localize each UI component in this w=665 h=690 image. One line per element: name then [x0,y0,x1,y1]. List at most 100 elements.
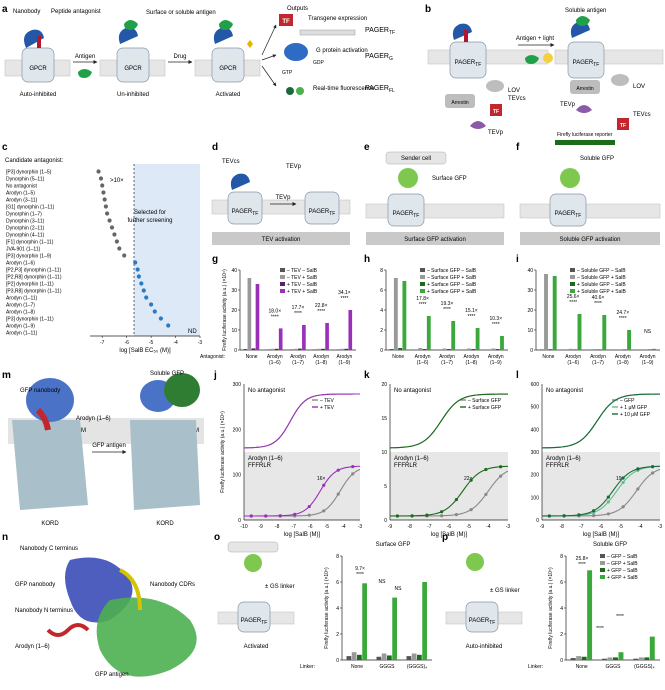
panel-letter-h: h [364,254,370,265]
k-x-tick-label: -6 [447,524,452,530]
p-x-tick-label: (GGGS)₄ [634,664,654,670]
candidate-point [100,183,104,187]
l-point [592,509,595,512]
title-p: Soluble GFP [593,542,627,548]
j-point [293,513,296,516]
tf-label-a: TF [282,19,290,25]
p-sig1: **** [578,562,586,568]
c-x-label: log [SalB EC₅₀ (M)] [119,348,171,354]
tf-label-b2: TF [620,123,626,129]
l-y-tick-label: 300 [531,450,540,456]
panel-letter-p: p [442,532,448,543]
g-bar [313,349,317,350]
i-y-tick-label: 40 [527,268,533,274]
candidate-label: Arodyn (1–11) [6,296,38,302]
j-y-tick-label: 300 [233,382,242,388]
h-bar [438,350,442,351]
candidate-point [159,316,163,320]
antigen-bound-3 [219,20,233,30]
candidate-point [166,323,170,327]
p-legend-label: + GFP + SalB [607,575,638,581]
l-legend-label: + 1 μM GFP [620,405,648,411]
l-point [607,500,610,503]
k-point [425,514,428,517]
antigen-bound-b2 [576,16,590,26]
j-y-label: Firefly luciferase activity (a.u.) (×10⁴… [220,411,226,493]
l-point [577,513,580,516]
candidate-point [144,295,148,299]
c-x-tick-label: -7 [100,340,105,346]
candidate-point [115,239,119,243]
l-x-tick-label: -3 [658,524,663,530]
candidate-point [136,267,140,271]
i-bar [627,330,631,350]
g-x-tick-label: (1–7) [292,360,304,366]
panel-letter-i: i [516,254,519,265]
o-ns2: NS [395,586,403,592]
p-bar [602,659,607,660]
i-x-tick-label: (1–7) [592,360,604,366]
j-x-tick-label: -7 [291,524,296,530]
g-x-tick-label: None [246,354,258,360]
sender-cell-o [228,542,278,552]
p-y-tick-label: 4 [560,606,563,612]
l-x-label: log [SalB (M)] [583,532,620,538]
candidate-point [99,176,103,180]
j-x-tick-label: -10 [240,524,247,530]
l-top-label: No antagonist [546,388,583,394]
j-y-tick-label: 0 [238,518,241,524]
g-y-label: Firefly luciferase activity (a.u.) (×10⁴… [222,269,228,351]
h-bar [394,278,398,350]
gpcr-2 [117,48,149,82]
candidate-label: [P2,R8] dynorphin (1–11) [6,275,62,281]
k-legend-label: – Surface GFP [468,398,502,404]
k-x-tick-label: -8 [407,524,412,530]
candidate-point [139,281,143,285]
o-bar [422,582,427,660]
l-point [636,487,639,490]
drug-diamond [247,40,253,48]
p-legend-label: – GFP + SalB [607,561,638,567]
panel-letter-a: a [2,4,8,15]
g-x-tick-label: (1–8) [315,360,327,366]
h-bar [467,349,471,351]
g-legend-label: + TEV + SalB [287,289,318,295]
p-legend-swatch [600,554,605,558]
k-y-tick-label: 15 [381,416,387,422]
candidate-label: Arodyn (1–7) [6,303,35,309]
panel-letter-m: m [2,370,11,381]
g-bar [317,349,321,350]
k-point [470,478,473,481]
gfp-nanobody-structure [26,378,74,422]
kord-structure-2 [130,420,200,510]
k-x-tick-label: -7 [427,524,432,530]
g-bar [302,325,306,350]
candidate-point [101,190,105,194]
i-fold-label: NS [644,329,652,335]
panel-b: b PAGERTF Arrestin TEVp LOV TEVcs TF Sol… [425,4,663,145]
p-y-tick-label: 0 [560,658,563,664]
kord-label-2: KORD [156,521,174,527]
o-x-tick-label: None [351,664,363,670]
h-bar [402,281,406,350]
n-nterm-label: Nanobody N terminus [15,608,73,614]
l-y-tick-label: 100 [531,495,540,501]
h-x-tick-label: (1–7) [441,360,453,366]
p-bar [576,656,581,660]
l-y-tick-label: 400 [531,427,540,433]
h-legend-label: + Surface GFP + SalB [427,289,477,295]
panel-letter-g: g [212,254,218,265]
j-x-tick-label: -9 [258,524,263,530]
gtp-label: GTP [282,70,293,76]
panel-letter-n: n [2,532,8,543]
o-y-tick-label: 4 [336,606,339,612]
h-bar [418,348,422,350]
l-x-tick-label: -6 [599,524,604,530]
candidate-label: Dynorphin (5–11) [6,177,45,183]
p-y-tick-label: 8 [560,554,563,560]
h-bar [443,349,447,351]
candidate-point [122,253,126,257]
gfp-antigen-label-m: GFP antigen [92,443,126,449]
g-legend-label: – TEV + SalB [287,275,318,281]
